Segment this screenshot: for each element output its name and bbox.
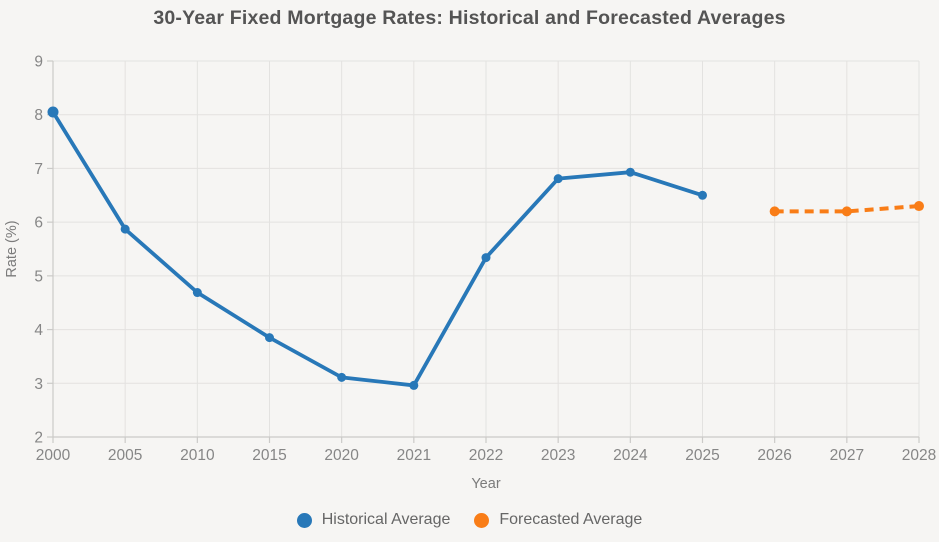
historical-marker — [553, 174, 563, 184]
y-tick-label: 7 — [34, 161, 43, 178]
y-axis-title: Rate (%) — [4, 220, 20, 277]
x-tick-label: 2027 — [830, 447, 864, 464]
x-tick-label: 2015 — [252, 447, 286, 464]
historical-line — [51, 110, 705, 388]
y-tick-label: 5 — [34, 268, 43, 285]
x-axis-title: Year — [471, 476, 500, 492]
x-tick-label: 2026 — [757, 447, 791, 464]
historical-marker — [481, 253, 491, 263]
y-tick-label: 8 — [34, 107, 43, 124]
historical-marker — [409, 380, 419, 390]
x-tick-label: 2020 — [324, 447, 359, 464]
y-tick-label: 6 — [34, 215, 43, 232]
series-layer — [47, 106, 924, 390]
x-tick-label: 2025 — [685, 447, 719, 464]
historical-marker — [120, 224, 130, 234]
forecasted-series-swatch — [474, 512, 490, 528]
historical-marker — [698, 190, 707, 200]
forecast-marker — [914, 201, 924, 212]
label-layer: 2 3 4 5 6 7 8 9 2000 2005 2010 2015 2020 2021 2022 2023… — [34, 54, 936, 465]
historical-marker — [265, 333, 274, 343]
x-tick-label: 2000 — [36, 447, 71, 464]
x-tick-label: 2005 — [108, 447, 142, 464]
y-tick-label: 2 — [34, 430, 43, 447]
historical-marker — [47, 106, 59, 118]
x-tick-label: 2023 — [541, 447, 575, 464]
x-tick-label: 2028 — [902, 447, 936, 464]
forecast-marker — [769, 206, 780, 217]
axis-layer — [47, 60, 920, 443]
chart-title: 30-Year Fixed Mortgage Rates: Historical… — [153, 7, 786, 29]
legend-item-forecasted[interactable]: Forecasted Average — [474, 511, 642, 529]
plot-area: 2 3 4 5 6 7 8 9 2000 2005 2010 2015 2020 2021 2022 2023… — [4, 54, 936, 493]
x-tick-label: 2021 — [397, 447, 431, 464]
y-tick-label: 4 — [34, 322, 43, 339]
grid-layer — [52, 60, 920, 438]
x-tick-label: 2010 — [180, 447, 215, 464]
legend-item-historical[interactable]: Historical Average — [296, 511, 451, 529]
historical-marker — [625, 167, 635, 177]
historical-marker — [337, 372, 347, 382]
legend-label-forecasted: Forecasted Average — [499, 511, 643, 528]
x-tick-label: 2022 — [469, 447, 503, 464]
y-tick-label: 9 — [34, 54, 43, 71]
legend-label-historical: Historical Average — [321, 511, 451, 528]
historical-series-swatch — [296, 512, 312, 528]
forecast-marker — [841, 206, 852, 217]
forecast-line — [774, 204, 920, 214]
chart-legend: Historical Average Forecasted Average — [0, 504, 939, 536]
y-tick-label: 3 — [34, 376, 43, 393]
x-tick-label: 2024 — [613, 447, 648, 464]
historical-marker — [192, 288, 202, 298]
